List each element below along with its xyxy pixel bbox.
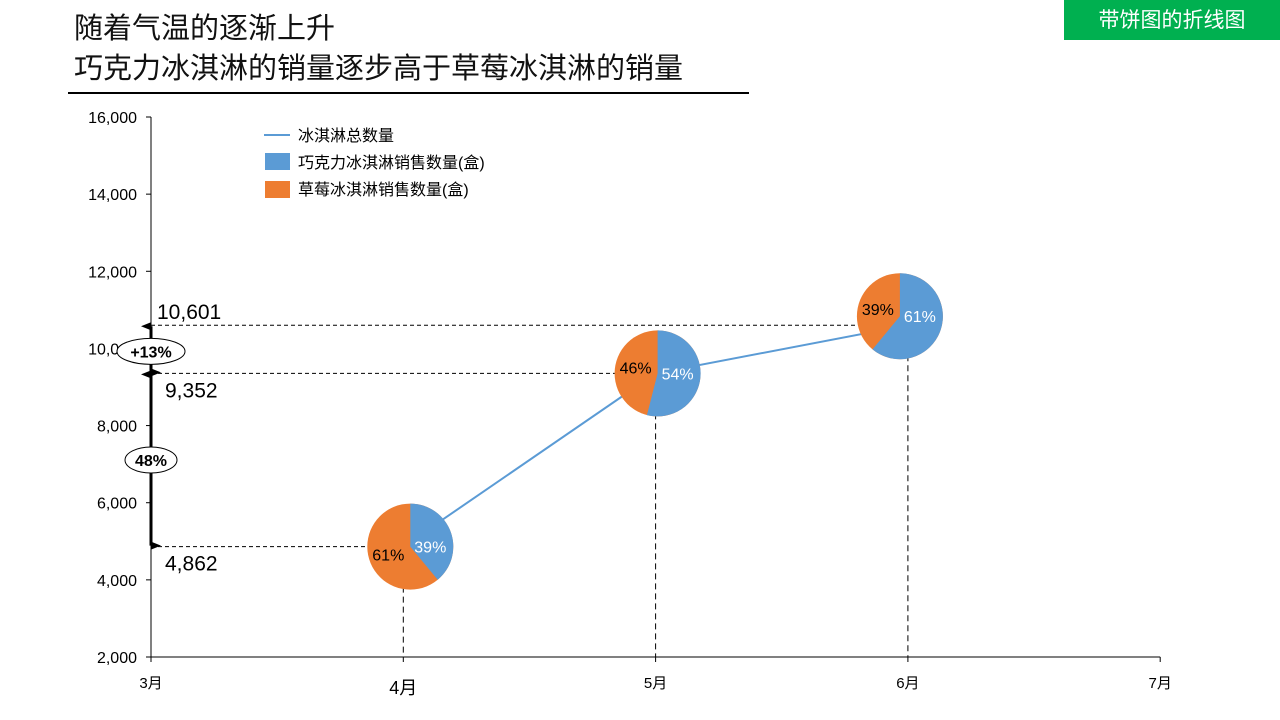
legend-swatch-chocolate — [265, 153, 290, 170]
legend-label: 草莓冰淇淋销售数量(盒) — [298, 181, 469, 199]
pie-label-chocolate: 54% — [662, 366, 694, 383]
title-line-2: 巧克力冰淇淋的销量逐步高于草莓冰淇淋的销量 — [74, 51, 684, 85]
change-label: +13% — [130, 344, 171, 361]
change-badge — [124, 446, 178, 474]
y-tick-label: 14,000 — [88, 187, 137, 204]
pie-label-strawberry: 39% — [862, 302, 894, 319]
chart-type-badge: 带饼图的折线图 — [1064, 0, 1280, 40]
y-tick-label: 12,000 — [88, 264, 137, 281]
legend-label: 巧克力冰淇淋销售数量(盒) — [298, 154, 485, 172]
x-tick-label: 3月 — [139, 675, 162, 692]
pie-label-strawberry: 46% — [620, 360, 652, 377]
pie-label-chocolate: 61% — [904, 309, 936, 326]
pie-slice-chocolate — [646, 330, 701, 417]
y-tick-label: 8,000 — [97, 419, 137, 436]
legend-label: 冰淇淋总数量 — [298, 127, 394, 145]
x-tick-label: 6月 — [896, 675, 919, 692]
title-line-1: 随着气温的逐渐上升 — [74, 11, 336, 45]
legend-swatch-strawberry — [265, 181, 290, 198]
pie-slice-chocolate — [872, 273, 943, 360]
pie-label-chocolate: 39% — [414, 540, 446, 557]
x-tick-label: 7月 — [1149, 675, 1172, 692]
value-label: 10,601 — [157, 301, 221, 324]
y-tick-label: 4,000 — [97, 573, 137, 590]
pie-label-strawberry: 61% — [372, 548, 404, 565]
y-tick-label: 2,000 — [97, 650, 137, 667]
pie-slice-chocolate — [410, 503, 454, 580]
value-label: 4,862 — [165, 553, 218, 576]
change-badge — [116, 337, 186, 365]
title-underline — [68, 92, 749, 94]
change-label: 48% — [135, 453, 167, 470]
x-tick-label: 4月 — [389, 678, 417, 698]
value-label: 9,352 — [165, 379, 218, 402]
chart-title: 随着气温的逐渐上升 巧克力冰淇淋的销量逐步高于草莓冰淇淋的销量 — [74, 8, 683, 88]
y-tick-label: 6,000 — [97, 496, 137, 513]
x-tick-label: 5月 — [644, 675, 667, 692]
y-tick-label: 16,000 — [88, 110, 137, 127]
